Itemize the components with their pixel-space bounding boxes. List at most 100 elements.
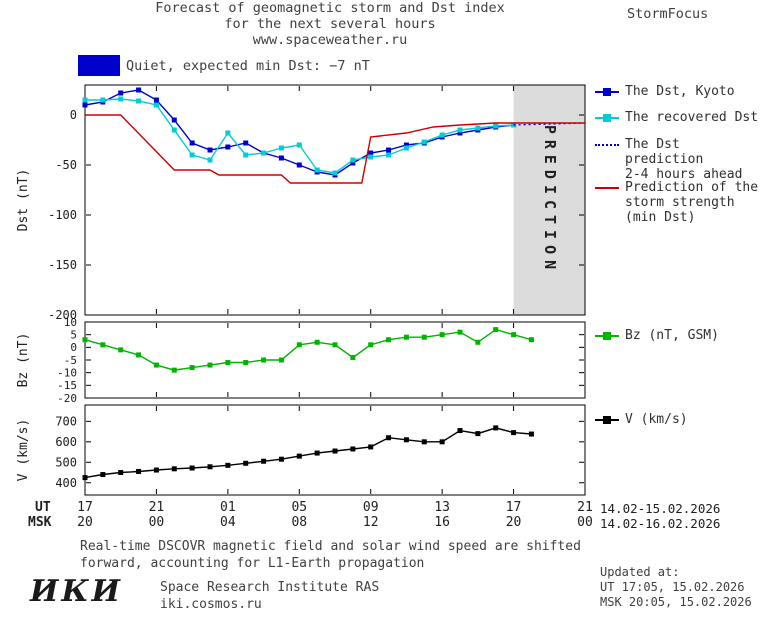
page-title-line1: Forecast of geomagnetic storm and Dst in… <box>155 0 505 16</box>
marker-dst-recovered <box>153 102 159 108</box>
marker-dst-recovered <box>278 145 284 151</box>
x-tick-label: 04 <box>220 515 236 530</box>
marker-solar-wind-speed <box>493 425 499 431</box>
marker-bz-gsm <box>207 362 213 368</box>
legend-label: The Dst, Kyoto <box>625 84 735 99</box>
marker-bz-gsm <box>171 367 177 373</box>
legend-marker-icon <box>595 182 619 194</box>
marker-solar-wind-speed <box>278 456 284 462</box>
marker-bz-gsm <box>118 347 124 353</box>
marker-dst-recovered <box>171 127 177 133</box>
legend-item: The recovered Dst <box>595 110 760 125</box>
institute-name: Space Research Institute RAS <box>160 580 380 595</box>
legend-marker-icon <box>595 112 619 124</box>
legend-marker-icon <box>595 86 619 98</box>
marker-bz-gsm <box>386 337 392 343</box>
marker-bz-gsm <box>189 365 195 371</box>
x-tick-label: 00 <box>577 515 593 530</box>
legend-marker-icon <box>595 139 619 151</box>
footnote-line1: Real-time DSCOVR magnetic field and sola… <box>80 539 581 554</box>
marker-dst-recovered <box>475 125 481 131</box>
marker-dst-recovered <box>332 170 338 176</box>
y-tick-label: -10 <box>57 367 77 380</box>
marker-dst-recovered <box>243 152 249 158</box>
x-tick-label: 16 <box>434 515 450 530</box>
y-axis-label-dst: Dst (nT) <box>16 169 31 232</box>
x-tick-label: 01 <box>220 500 236 515</box>
legend-label: The Dst prediction 2-4 hours ahead <box>625 137 743 182</box>
x-tick-label: 21 <box>148 500 165 515</box>
marker-dst-kyoto <box>457 130 463 136</box>
x-tick-label: 12 <box>362 515 379 530</box>
marker-dst-kyoto <box>350 160 356 166</box>
marker-dst-recovered <box>421 139 427 145</box>
marker-bz-gsm <box>225 360 231 366</box>
footnote: Real-time DSCOVR magnetic field and sola… <box>80 538 581 572</box>
y-tick-label: -5 <box>64 354 77 367</box>
marker-bz-gsm <box>278 357 284 363</box>
marker-solar-wind-speed <box>171 466 177 472</box>
marker-dst-recovered <box>136 98 142 104</box>
marker-dst-recovered <box>207 157 213 163</box>
marker-bz-gsm <box>82 337 88 343</box>
marker-bz-gsm <box>368 342 374 348</box>
marker-dst-recovered <box>350 157 356 163</box>
legend-item: Bz (nT, GSM) <box>595 328 760 343</box>
marker-dst-recovered <box>403 145 409 151</box>
x-tick-label: 13 <box>434 500 450 515</box>
marker-solar-wind-speed <box>528 431 534 437</box>
updated-ut: UT 17:05, 15.02.2026 <box>600 580 745 594</box>
marker-bz-gsm <box>296 342 302 348</box>
marker-bz-gsm <box>332 342 338 348</box>
marker-solar-wind-speed <box>136 468 142 474</box>
marker-solar-wind-speed <box>439 439 445 445</box>
y-axis-label-v: V (km/s) <box>16 419 31 482</box>
marker-dst-recovered <box>296 142 302 148</box>
legend-item: The Dst prediction 2-4 hours ahead <box>595 137 760 182</box>
marker-bz-gsm <box>261 357 267 363</box>
page-title-line2: for the next several hours <box>224 16 436 32</box>
status-color-box <box>78 55 120 76</box>
y-tick-label: 700 <box>55 415 77 429</box>
updated-msk: MSK 20:05, 15.02.2026 <box>600 595 752 609</box>
y-tick-label: -15 <box>57 379 77 392</box>
ut-date-range: 14.02-15.02.2026 <box>600 501 721 516</box>
y-tick-label: 400 <box>55 476 77 490</box>
updated-block: Updated at: UT 17:05, 15.02.2026 MSK 20:… <box>600 565 760 610</box>
marker-solar-wind-speed <box>475 431 481 437</box>
iki-logo: ИКИ <box>30 574 123 609</box>
marker-bz-gsm <box>511 332 517 338</box>
panel-border-bz <box>84 321 586 399</box>
marker-bz-gsm <box>243 360 249 366</box>
msk-row-label: MSK <box>28 515 52 530</box>
updated-heading: Updated at: <box>600 565 680 579</box>
marker-bz-gsm <box>439 332 445 338</box>
panel-border-dst <box>84 84 586 316</box>
marker-dst-recovered <box>189 152 195 158</box>
marker-solar-wind-speed <box>457 428 463 434</box>
marker-bz-gsm <box>403 334 409 340</box>
marker-dst-kyoto <box>82 102 88 108</box>
panel-border-v <box>84 404 586 496</box>
marker-solar-wind-speed <box>261 458 267 464</box>
y-tick-label: 0 <box>70 108 77 122</box>
legend-label: The recovered Dst <box>625 110 759 125</box>
legend-label: V (km/s) <box>625 412 688 427</box>
marker-bz-gsm <box>475 339 481 345</box>
marker-solar-wind-speed <box>403 437 409 443</box>
marker-dst-recovered <box>225 130 231 136</box>
marker-dst-kyoto <box>243 140 249 146</box>
marker-solar-wind-speed <box>511 430 517 436</box>
marker-dst-kyoto <box>136 87 142 93</box>
y-tick-label: -200 <box>48 308 77 322</box>
x-tick-label: 00 <box>148 515 165 530</box>
ut-row-label: UT <box>35 500 51 515</box>
marker-solar-wind-speed <box>207 464 213 470</box>
x-tick-label: 17 <box>505 500 522 515</box>
legend-item: V (km/s) <box>595 412 760 427</box>
brand-label: StormFocus <box>627 6 709 22</box>
marker-solar-wind-speed <box>118 470 124 475</box>
series-storm-strength-prediction <box>85 114 585 184</box>
marker-dst-kyoto <box>386 147 392 153</box>
page-header: Forecast of geomagnetic storm and Dst in… <box>0 0 660 48</box>
